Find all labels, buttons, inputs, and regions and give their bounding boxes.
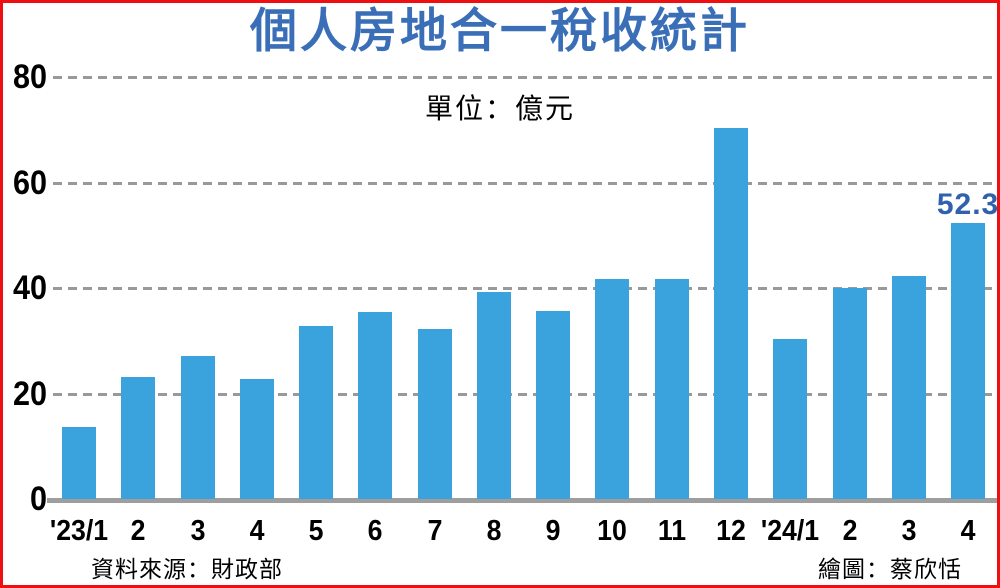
x-axis-tick-label: '24/1 [761,515,820,547]
bar-2 [121,377,156,499]
bar-3 [180,356,215,499]
x-axis-tick-label: 2 [130,515,146,547]
x-axis-tick-label: 3 [901,515,917,547]
unit-label: 單位：億元 [424,93,575,124]
source-note: 資料來源：財政部 [91,556,283,582]
credit-note: 繪圖：蔡欣恬 [818,556,962,582]
bar-241 [773,338,808,499]
y-axis-tick-label: 80 [12,58,47,97]
x-axis-tick-label: 4 [249,515,265,547]
bar-8 [476,291,511,499]
bar-3 [891,275,926,499]
gridline-y20 [53,392,997,396]
x-axis-tick-label: 11 [657,515,686,547]
y-axis-tick-label: 40 [12,269,47,308]
gridline-y80 [53,76,997,80]
bar-4 [239,379,274,499]
x-axis-tick-label: 3 [190,515,205,547]
bar-9 [536,310,571,499]
chart-title: 個人房地合一稅收統計 [250,4,750,57]
x-axis-tick-label: 6 [367,515,383,547]
x-axis-tick-label: 2 [842,515,857,547]
bar-231 [62,426,96,499]
x-axis-tick-label: 7 [427,515,443,547]
x-axis-tick-label: 5 [308,515,324,547]
bar-10 [595,278,630,499]
x-axis-tick-label: 4 [960,515,976,547]
bar-2 [832,288,867,499]
bar-5 [299,326,334,499]
x-axis-line [47,498,997,503]
bar-value-label: 52.3 [936,188,1000,222]
y-axis-tick-label: 0 [29,480,47,518]
bar-12 [713,127,748,499]
x-axis-tick-label: 8 [486,515,502,547]
x-axis-tick-label: 10 [597,515,628,547]
plot-area: 0 20 40 60 80 '23/1 2 3 4 5 6 7 8 9 10 11 12 '24/1 2 3 4 52.3 [3,3,997,585]
bar-4 [951,223,986,499]
x-axis-tick-label: 12 [716,515,746,547]
bar-11 [654,278,689,499]
x-axis-tick-label: 9 [545,515,561,547]
y-axis-tick-label: 20 [12,374,47,413]
gridline-y60 [53,181,997,185]
gridline-y40 [53,287,997,291]
x-axis-tick-label: '23/1 [49,515,109,547]
bar-7 [417,328,452,499]
bar-6 [358,311,393,499]
y-axis-tick-label: 60 [12,163,47,202]
